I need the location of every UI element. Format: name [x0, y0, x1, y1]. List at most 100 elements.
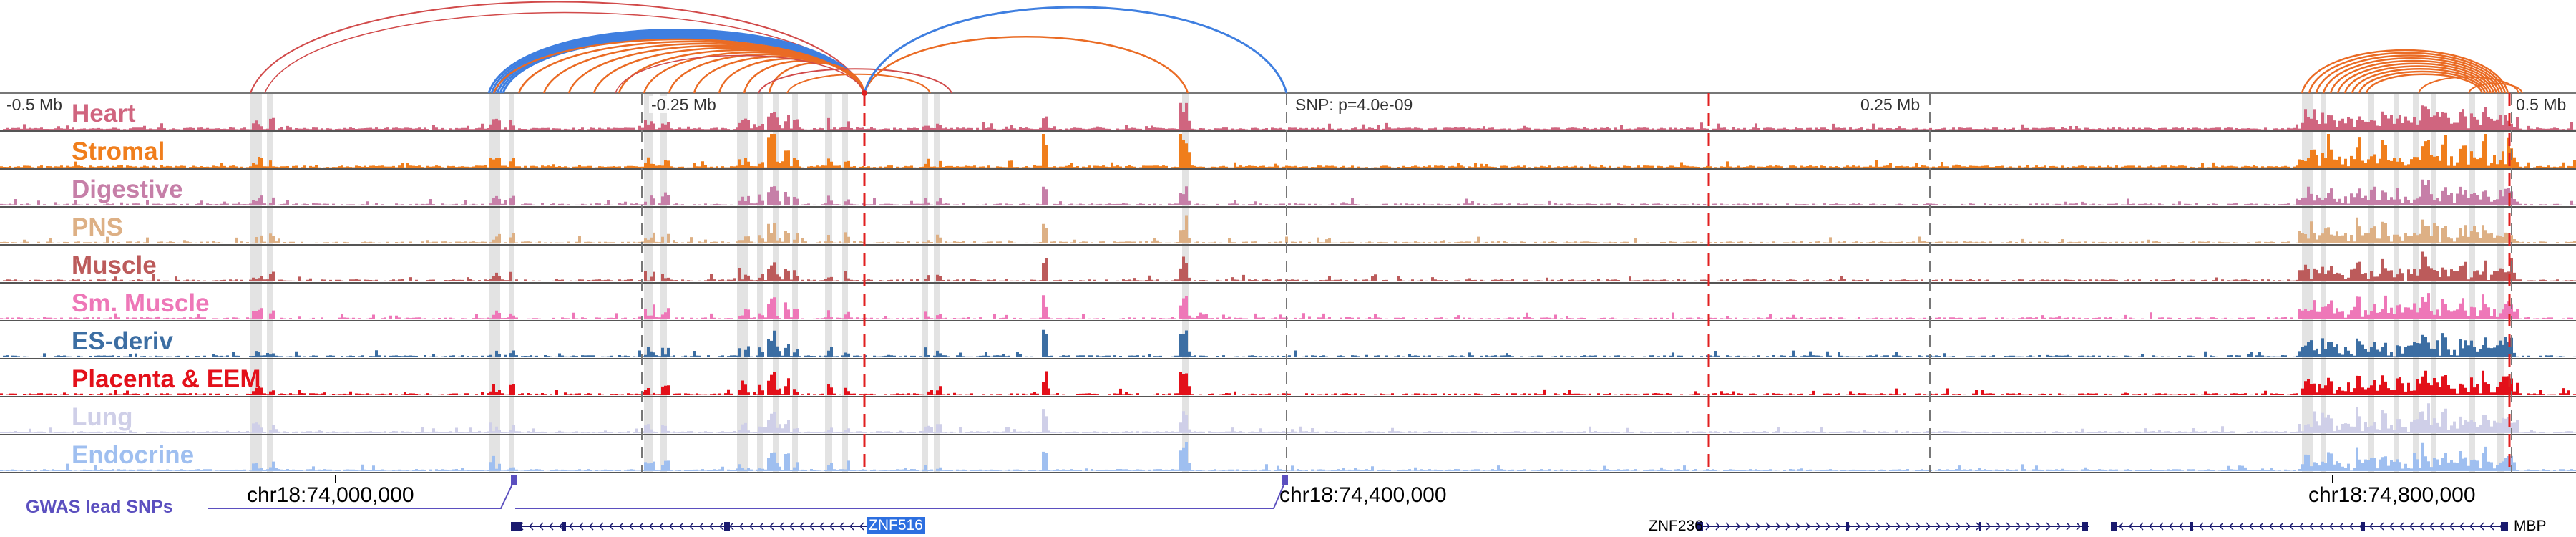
gene-strand-arrow — [2348, 522, 2354, 531]
gene-strand-arrow — [2439, 522, 2444, 531]
gene-model-znf236 — [1697, 522, 2089, 531]
gene-strand-arrow — [819, 522, 824, 531]
signal-track-4 — [0, 251, 2576, 284]
interaction-arc — [2343, 65, 2492, 94]
interaction-arcs — [250, 1, 2523, 94]
gene-strand-arrow — [708, 522, 714, 531]
interaction-arc — [2301, 49, 2509, 94]
gene-strand-arrow — [618, 522, 624, 531]
gene-strand-arrow — [1715, 522, 1721, 531]
gene-strand-arrow — [1986, 522, 1991, 531]
gene-exon — [1846, 522, 1849, 531]
signal-track-8 — [0, 403, 2576, 435]
gene-strand-arrow — [738, 522, 744, 531]
signal-area — [0, 442, 2576, 471]
gene-strand-arrow — [688, 522, 694, 531]
gene-strand-arrow — [2389, 522, 2394, 531]
interaction-arc — [2322, 57, 2501, 94]
coordinate-label-2: chr18:74,400,000 — [1279, 483, 1447, 507]
gene-strand-arrow — [588, 522, 594, 531]
gwas-snp-lines — [208, 475, 1288, 509]
signal-area — [0, 215, 2576, 243]
signal-area — [0, 370, 2576, 395]
gene-strand-arrow — [698, 522, 704, 531]
gene-strand-arrow — [648, 522, 654, 531]
signal-area — [0, 179, 2576, 205]
coordinate-ticks — [335, 475, 2333, 483]
signal-track-1 — [0, 134, 2576, 170]
interaction-arc — [863, 6, 1288, 94]
track-label-stromal: Stromal — [72, 137, 165, 165]
gene-strand-arrow — [1966, 522, 1971, 531]
gene-strand-arrow — [1835, 522, 1841, 531]
gene-strand-arrow — [2228, 522, 2234, 531]
interaction-arc — [2351, 68, 2489, 94]
gene-strand-arrow — [1755, 522, 1761, 531]
gene-label-znf236[interactable]: ZNF236 — [1649, 518, 1703, 534]
gene-strand-arrow — [2006, 522, 2011, 531]
track-label-sm-muscle: Sm. Muscle — [72, 289, 210, 317]
gene-strand-arrow — [799, 522, 804, 531]
gene-strand-arrow — [638, 522, 644, 531]
gene-strand-arrow — [598, 522, 604, 531]
signal-area — [0, 102, 2576, 130]
coordinate-label-3: chr18:74,800,000 — [2308, 483, 2476, 507]
interaction-arc — [2315, 54, 2504, 94]
gene-exon — [2361, 522, 2365, 531]
gene-exon — [2082, 522, 2088, 531]
signal-track-9 — [0, 442, 2576, 473]
gene-strand-arrow — [628, 522, 634, 531]
gene-strand-arrow — [2489, 522, 2494, 531]
gene-strand-arrow — [2168, 522, 2174, 531]
gene-strand-arrow — [2118, 522, 2124, 531]
gene-strand-arrow — [2036, 522, 2041, 531]
gene-strand-arrow — [2379, 522, 2384, 531]
gene-strand-arrow — [1825, 522, 1831, 531]
track-label-digestive: Digestive — [72, 175, 183, 203]
signal-area — [0, 293, 2576, 319]
gene-strand-arrow — [2208, 522, 2214, 531]
gwas-track-label: GWAS lead SNPs — [26, 497, 173, 517]
gene-exon — [2190, 522, 2193, 531]
gene-label-znf516[interactable]: ZNF516 — [867, 517, 925, 534]
scale-label-left: -0.5 Mb — [4, 96, 64, 113]
gene-strand-arrow — [1936, 522, 1941, 531]
gene-strand-arrow — [1815, 522, 1821, 531]
gene-strand-arrow — [2308, 522, 2314, 531]
gene-strand-arrow — [859, 522, 864, 531]
gene-strand-arrow — [2128, 522, 2134, 531]
gene-strand-arrow — [1956, 522, 1961, 531]
gene-strand-arrow — [2268, 522, 2274, 531]
gene-strand-arrow — [2368, 522, 2374, 531]
gene-strand-arrow — [1875, 522, 1881, 531]
gene-label-mbp[interactable]: MBP — [2514, 518, 2547, 534]
gene-strand-arrow — [1926, 522, 1931, 531]
gene-strand-arrow — [2056, 522, 2062, 531]
signal-track-2 — [0, 179, 2576, 208]
gene-strand-arrow — [1725, 522, 1731, 531]
interaction-arc — [250, 1, 865, 94]
gene-strand-arrow — [2016, 522, 2021, 531]
track-label-heart: Heart — [72, 100, 136, 127]
scale-label-mid-right: 0.25 Mb — [1858, 96, 1923, 113]
gene-strand-arrow — [1795, 522, 1801, 531]
gene-strand-arrow — [1916, 522, 1921, 531]
gene-strand-arrow — [2278, 522, 2284, 531]
gene-strand-arrow — [2459, 522, 2464, 531]
gene-strand-arrow — [568, 522, 574, 531]
track-label-pns: PNS — [72, 213, 123, 241]
gene-strand-arrow — [1896, 522, 1901, 531]
signal-track-6 — [0, 329, 2576, 359]
gene-strand-arrow — [849, 522, 854, 531]
interaction-arc — [786, 73, 931, 94]
gene-strand-arrow — [2298, 522, 2304, 531]
gene-strand-arrow — [1745, 522, 1751, 531]
gene-strand-arrow — [2449, 522, 2454, 531]
gene-strand-arrow — [678, 522, 684, 531]
track-label-es-deriv: ES-deriv — [72, 327, 173, 355]
gene-strand-arrow — [1946, 522, 1951, 531]
gene-strand-arrow — [748, 522, 754, 531]
gene-strand-arrow — [2076, 522, 2082, 531]
gene-strand-arrow — [2238, 522, 2244, 531]
